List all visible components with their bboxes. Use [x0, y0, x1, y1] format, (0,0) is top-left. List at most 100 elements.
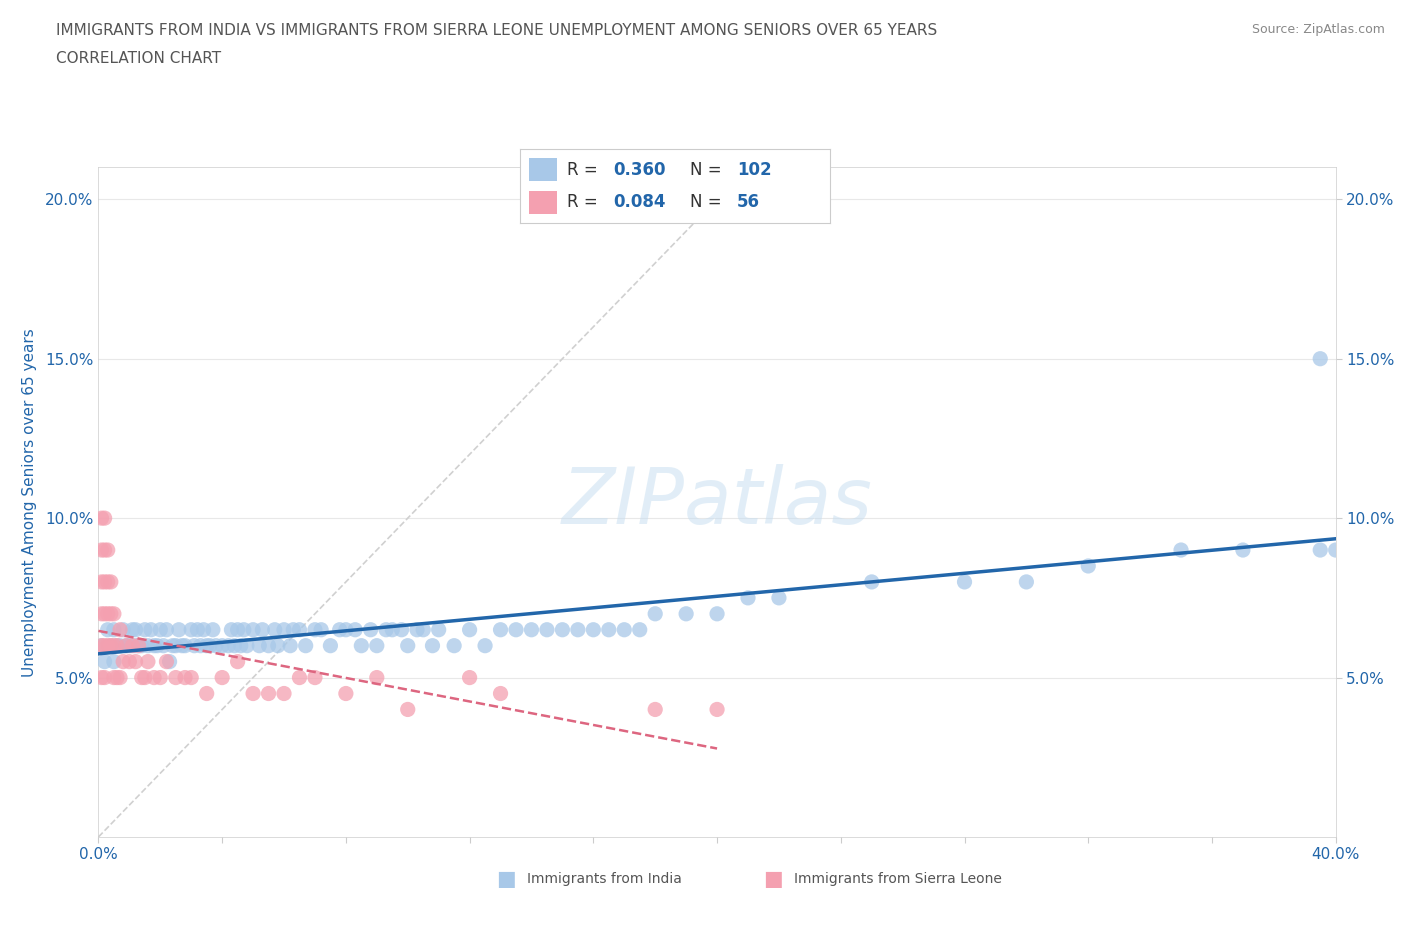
- Point: [115, 638, 138, 653]
- Point: [103, 638, 125, 653]
- Point: [97, 638, 120, 653]
- Point: [105, 638, 128, 653]
- Point: [97, 542, 120, 557]
- Point: [366, 638, 388, 653]
- Point: [1309, 352, 1331, 366]
- Point: [406, 622, 429, 637]
- Text: R =: R =: [567, 161, 603, 179]
- Point: [211, 638, 233, 653]
- Point: [174, 638, 197, 653]
- Point: [474, 638, 496, 653]
- Point: [567, 622, 589, 637]
- Point: [143, 638, 166, 653]
- Point: [953, 575, 976, 590]
- Point: [90, 575, 112, 590]
- Point: [139, 622, 162, 637]
- Point: [93, 542, 115, 557]
- Point: [396, 638, 419, 653]
- Text: IMMIGRANTS FROM INDIA VS IMMIGRANTS FROM SIERRA LEONE UNEMPLOYMENT AMONG SENIORS: IMMIGRANTS FROM INDIA VS IMMIGRANTS FROM…: [56, 23, 938, 38]
- Point: [582, 622, 605, 637]
- Point: [458, 671, 481, 685]
- Point: [124, 622, 146, 637]
- Text: R =: R =: [567, 193, 603, 211]
- Point: [183, 638, 205, 653]
- Point: [198, 638, 221, 653]
- Point: [108, 638, 131, 653]
- Point: [1170, 542, 1192, 557]
- Text: Immigrants from Sierra Leone: Immigrants from Sierra Leone: [794, 871, 1002, 886]
- Point: [136, 638, 159, 653]
- Text: N =: N =: [690, 193, 727, 211]
- Point: [489, 622, 512, 637]
- Point: [170, 638, 193, 653]
- Point: [288, 671, 311, 685]
- Text: Immigrants from India: Immigrants from India: [527, 871, 682, 886]
- Point: [201, 622, 224, 637]
- Point: [675, 606, 697, 621]
- Point: [283, 622, 305, 637]
- Point: [257, 638, 280, 653]
- Point: [103, 654, 125, 669]
- Point: [551, 622, 574, 637]
- Point: [288, 622, 311, 637]
- Point: [174, 671, 197, 685]
- Point: [520, 622, 543, 637]
- Point: [344, 622, 367, 637]
- Point: [103, 606, 125, 621]
- Point: [706, 606, 728, 621]
- Point: [335, 686, 357, 701]
- Point: [536, 622, 558, 637]
- Point: [134, 622, 156, 637]
- Point: [118, 654, 141, 669]
- Point: [100, 606, 122, 621]
- Point: [97, 606, 120, 621]
- Point: [273, 686, 295, 701]
- Point: [100, 638, 122, 653]
- Point: [195, 686, 218, 701]
- Point: [152, 638, 174, 653]
- Point: [93, 654, 115, 669]
- Point: [124, 638, 146, 653]
- Point: [768, 591, 790, 605]
- Point: [335, 622, 357, 637]
- Point: [90, 542, 112, 557]
- Bar: [530, 192, 557, 214]
- Point: [149, 622, 172, 637]
- Point: [1309, 542, 1331, 557]
- Point: [381, 622, 404, 637]
- Point: [146, 638, 169, 653]
- Point: [443, 638, 465, 653]
- Point: [304, 671, 326, 685]
- Text: N =: N =: [690, 161, 727, 179]
- Point: [190, 638, 212, 653]
- Point: [598, 622, 620, 637]
- Point: [229, 638, 252, 653]
- Point: [93, 671, 115, 685]
- Y-axis label: Unemployment Among Seniors over 65 years: Unemployment Among Seniors over 65 years: [22, 328, 37, 677]
- Point: [412, 622, 434, 637]
- Point: [118, 638, 141, 653]
- Point: [458, 622, 481, 637]
- Point: [205, 638, 228, 653]
- Point: [90, 638, 112, 653]
- Point: [165, 638, 187, 653]
- Point: [350, 638, 373, 653]
- Point: [257, 686, 280, 701]
- Point: [236, 638, 259, 653]
- Point: [105, 671, 128, 685]
- Point: [121, 622, 143, 637]
- Point: [329, 622, 352, 637]
- Point: [193, 622, 215, 637]
- Point: [97, 575, 120, 590]
- Point: [427, 622, 450, 637]
- Point: [93, 575, 115, 590]
- Point: [115, 638, 138, 653]
- Point: [221, 622, 243, 637]
- Point: [165, 671, 187, 685]
- Point: [155, 654, 177, 669]
- Point: [90, 671, 112, 685]
- Point: [242, 622, 264, 637]
- Point: [112, 622, 135, 637]
- Point: [128, 638, 150, 653]
- Point: [232, 622, 254, 637]
